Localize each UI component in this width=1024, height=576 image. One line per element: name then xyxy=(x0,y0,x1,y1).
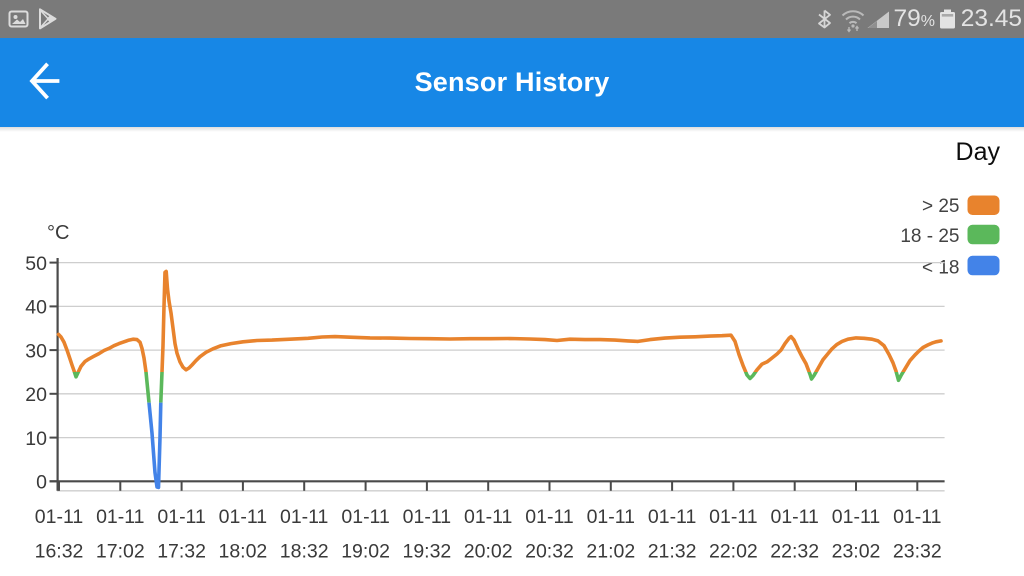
svg-text:23:32: 23:32 xyxy=(893,541,942,563)
svg-text:01-11: 01-11 xyxy=(341,506,389,528)
svg-text:01-11: 01-11 xyxy=(157,506,205,528)
svg-text:20:02: 20:02 xyxy=(464,541,513,563)
svg-text:< 18: < 18 xyxy=(922,258,960,279)
svg-text:22:32: 22:32 xyxy=(770,541,819,563)
svg-text:19:02: 19:02 xyxy=(341,541,390,563)
svg-text:01-11: 01-11 xyxy=(219,506,267,528)
svg-text:20: 20 xyxy=(25,384,47,406)
svg-text:01-11: 01-11 xyxy=(403,506,451,528)
svg-text:18:02: 18:02 xyxy=(218,541,267,563)
svg-text:01-11: 01-11 xyxy=(280,506,328,528)
svg-text:17:02: 17:02 xyxy=(96,541,145,563)
svg-text:°C: °C xyxy=(47,222,69,244)
svg-text:01-11: 01-11 xyxy=(832,506,880,528)
svg-text:20:32: 20:32 xyxy=(525,541,574,563)
svg-text:01-11: 01-11 xyxy=(709,506,757,528)
svg-text:> 25: > 25 xyxy=(922,196,960,217)
svg-text:10: 10 xyxy=(25,428,47,450)
svg-text:22:02: 22:02 xyxy=(709,541,758,563)
svg-text:01-11: 01-11 xyxy=(525,506,573,528)
svg-text:01-11: 01-11 xyxy=(96,506,144,528)
svg-text:01-11: 01-11 xyxy=(893,506,941,528)
svg-text:21:02: 21:02 xyxy=(586,541,635,563)
svg-text:19:32: 19:32 xyxy=(402,541,451,563)
svg-text:01-11: 01-11 xyxy=(770,506,818,528)
svg-text:01-11: 01-11 xyxy=(648,506,696,528)
svg-text:18 - 25: 18 - 25 xyxy=(900,226,959,247)
svg-text:16:32: 16:32 xyxy=(35,541,84,563)
svg-text:50: 50 xyxy=(25,253,47,275)
svg-text:17:32: 17:32 xyxy=(157,541,206,563)
svg-text:Day: Day xyxy=(956,138,1001,166)
svg-text:18:32: 18:32 xyxy=(280,541,329,563)
svg-text:0: 0 xyxy=(36,472,47,494)
svg-text:30: 30 xyxy=(25,340,47,362)
svg-text:01-11: 01-11 xyxy=(35,506,83,528)
svg-text:40: 40 xyxy=(25,297,47,319)
svg-text:01-11: 01-11 xyxy=(587,506,635,528)
svg-text:23:02: 23:02 xyxy=(832,541,881,563)
svg-text:21:32: 21:32 xyxy=(648,541,697,563)
svg-text:01-11: 01-11 xyxy=(464,506,512,528)
